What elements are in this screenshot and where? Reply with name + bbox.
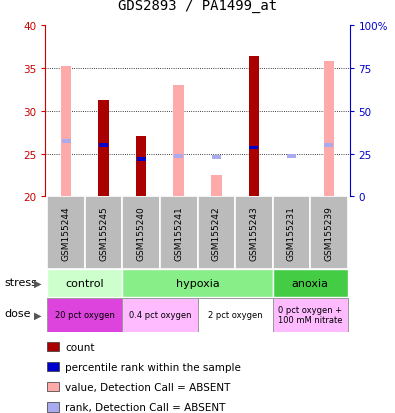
Bar (173, 85, 184, 197)
Text: anoxia: anoxia (292, 278, 329, 288)
Bar (174, 155, 183, 159)
Bar (122, 197, 160, 269)
Bar (211, 176, 222, 197)
Bar (160, 197, 198, 269)
Bar (122, 298, 198, 332)
Text: hypoxia: hypoxia (176, 278, 219, 288)
Bar (287, 155, 296, 159)
Bar (61, 67, 71, 197)
Bar (136, 137, 147, 197)
Text: control: control (66, 278, 104, 288)
Bar (273, 197, 310, 269)
Text: GSM155243: GSM155243 (249, 206, 258, 261)
Text: GSM155244: GSM155244 (62, 206, 71, 260)
Bar (324, 62, 334, 197)
Text: 0.4 pct oxygen: 0.4 pct oxygen (129, 311, 191, 319)
Bar (248, 57, 259, 197)
Text: GSM155245: GSM155245 (99, 206, 108, 261)
Text: count: count (65, 342, 95, 351)
Text: ▶: ▶ (34, 278, 41, 288)
Bar (47, 197, 85, 269)
Bar (198, 298, 273, 332)
Text: ▶: ▶ (34, 310, 41, 320)
Text: GDS2893 / PA1499_at: GDS2893 / PA1499_at (118, 0, 277, 12)
Bar (249, 146, 258, 150)
Bar (273, 270, 348, 297)
Bar (273, 298, 348, 332)
Text: percentile rank within the sample: percentile rank within the sample (65, 362, 241, 372)
Bar (310, 197, 348, 269)
Bar (235, 197, 273, 269)
Text: stress: stress (4, 277, 37, 287)
Bar (122, 270, 273, 297)
Bar (98, 101, 109, 197)
Text: GSM155241: GSM155241 (174, 206, 183, 261)
Text: 2 pct oxygen: 2 pct oxygen (208, 311, 262, 319)
Text: GSM155240: GSM155240 (137, 206, 146, 261)
Text: 0 pct oxygen +
100 mM nitrate: 0 pct oxygen + 100 mM nitrate (278, 305, 342, 325)
Bar (324, 144, 333, 147)
Text: rank, Detection Call = ABSENT: rank, Detection Call = ABSENT (65, 402, 226, 412)
Text: GSM155239: GSM155239 (324, 206, 333, 261)
Text: GSM155242: GSM155242 (212, 206, 221, 260)
Bar (212, 156, 221, 159)
Bar (85, 197, 122, 269)
Text: 20 pct oxygen: 20 pct oxygen (55, 311, 115, 319)
Bar (47, 298, 122, 332)
Text: dose: dose (4, 308, 30, 318)
Text: GSM155231: GSM155231 (287, 206, 296, 261)
Bar (62, 139, 71, 143)
Bar (47, 270, 122, 297)
Bar (99, 144, 108, 147)
Bar (137, 157, 146, 161)
Bar (198, 197, 235, 269)
Text: value, Detection Call = ABSENT: value, Detection Call = ABSENT (65, 382, 231, 392)
